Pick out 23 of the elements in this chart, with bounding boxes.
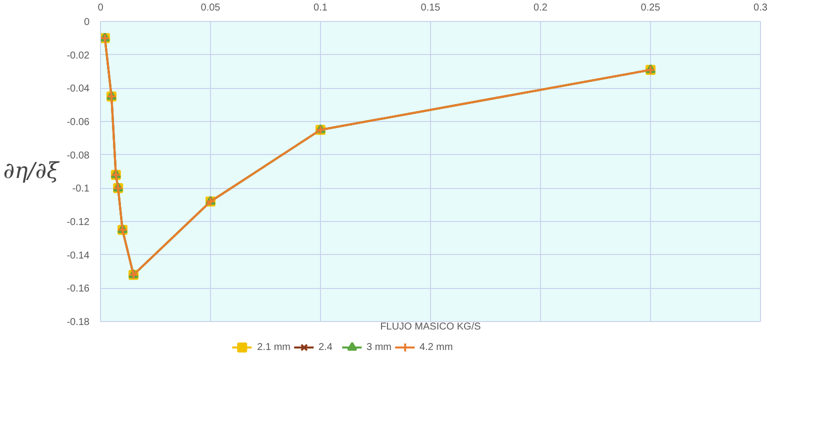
legend-label: 2.4 (318, 342, 334, 352)
x-tick-label: 0 (98, 2, 104, 14)
y-tick-label: -0.1 (72, 184, 90, 195)
legend-label: 4.2 mm (419, 342, 453, 352)
y-tick-label: -0.06 (66, 117, 90, 128)
legend-label: 3 mm (366, 342, 392, 352)
x-tick-label: 0.15 (420, 2, 441, 14)
y-tick-label: -0.04 (66, 84, 90, 95)
y-tick-label: 0 (84, 17, 90, 28)
y-tick-label: -0.18 (66, 317, 90, 328)
x-tick-label: 0.25 (640, 2, 661, 14)
y-tick-label: -0.12 (66, 217, 90, 228)
x-axis-title: FLUJO MASICO KG/S (380, 322, 482, 332)
y-tick-label: -0.02 (66, 50, 90, 62)
x-tick-label: 0.2 (534, 2, 548, 14)
x-tick-label: 0.3 (754, 2, 768, 14)
y-tick-label: -0.14 (66, 250, 90, 262)
y-tick-label: -0.08 (66, 150, 90, 162)
y-axis-title: ∂η/∂ξ (3, 159, 61, 184)
x-tick-label: 0.1 (314, 2, 328, 14)
y-tick-label: -0.16 (66, 284, 90, 295)
legend-label: 2.1 mm (257, 342, 290, 352)
x-tick-label: 0.05 (200, 2, 221, 14)
